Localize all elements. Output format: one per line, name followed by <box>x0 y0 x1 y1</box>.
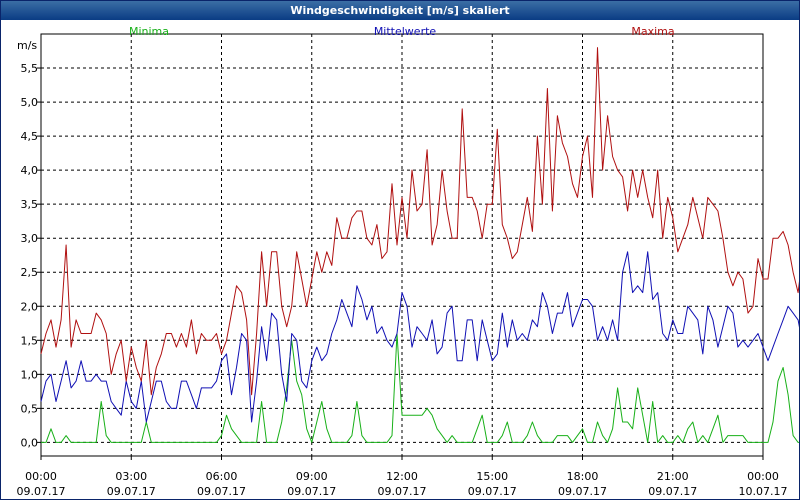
x-tick-time: 15:00 <box>476 470 508 483</box>
series-line-minima <box>41 333 799 443</box>
x-tick-time: 03:00 <box>115 470 147 483</box>
y-tick-label: 4,0 <box>21 164 39 177</box>
legend-minima: Minima <box>129 25 169 38</box>
x-tick-time: 21:00 <box>657 470 689 483</box>
grid <box>41 34 763 456</box>
y-tick-label: 1,5 <box>21 334 39 347</box>
x-tick-date: 09.07.17 <box>17 485 66 498</box>
x-tick-date: 09.07.17 <box>197 485 246 498</box>
x-tick-date: 09.07.17 <box>107 485 156 498</box>
legend-mittelwerte: Mittelwerte <box>374 25 437 38</box>
x-tick-date: 10.07.17 <box>739 485 788 498</box>
x-tick-time: 00:00 <box>25 470 57 483</box>
x-tick-date: 09.07.17 <box>287 485 336 498</box>
series-line-mittelwerte <box>40 251 799 423</box>
y-tick-label: 3,5 <box>21 198 39 211</box>
series-line-maxima <box>40 47 799 396</box>
series-lines <box>40 47 799 443</box>
y-tick-label: 5,0 <box>21 96 39 109</box>
legend-maxima: Maxima <box>631 25 674 38</box>
y-tick-label: 2,0 <box>21 300 39 313</box>
x-axis-ticks: 00:00 09.07.17 03:00 09.07.17 06:00 09.07.17 0… <box>17 456 788 498</box>
y-axis-ticks: 0,0 0,5 1,0 1,5 2,0 2,5 3,0 3,5 4,0 4,5 5,0 5,5 <box>21 62 41 449</box>
x-tick-time: 06:00 <box>206 470 238 483</box>
y-tick-label: 1,0 <box>21 368 39 381</box>
y-tick-label: 4,5 <box>21 130 39 143</box>
x-tick-date: 09.07.17 <box>378 485 427 498</box>
y-tick-label: 2,5 <box>21 266 39 279</box>
x-tick-date: 09.07.17 <box>468 485 517 498</box>
y-tick-label: 0,0 <box>21 436 39 449</box>
x-tick-time: 12:00 <box>386 470 418 483</box>
y-tick-label: 3,0 <box>21 232 39 245</box>
y-tick-label: 0,5 <box>21 402 39 415</box>
window-title: Windgeschwindigkeit [m/s] skaliert <box>1 1 799 20</box>
x-tick-date: 09.07.17 <box>558 485 607 498</box>
x-tick-date: 09.07.17 <box>648 485 697 498</box>
y-axis-label: m/s <box>17 39 37 52</box>
y-tick-label: 5,5 <box>21 62 39 75</box>
x-tick-time: 09:00 <box>296 470 328 483</box>
x-tick-time: 18:00 <box>567 470 599 483</box>
x-tick-time: 00:00 <box>747 470 779 483</box>
